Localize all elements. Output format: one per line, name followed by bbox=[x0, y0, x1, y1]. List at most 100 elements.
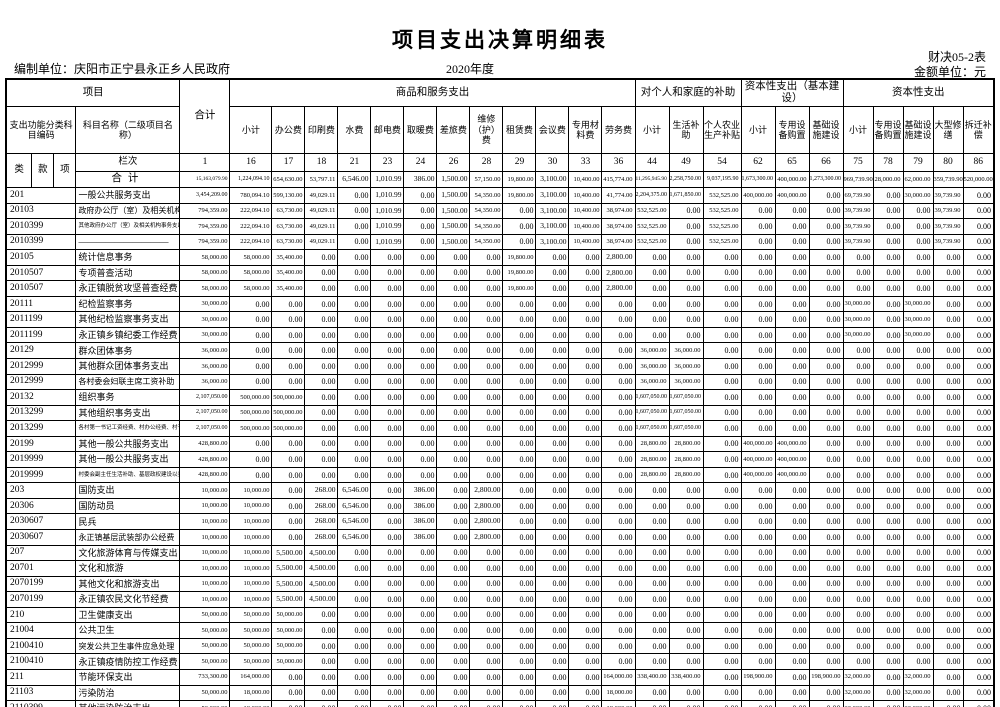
function-code-cell: 2100410 bbox=[5, 653, 77, 670]
function-code-cell: 2030607 bbox=[5, 529, 77, 546]
value-cell: 0.00 bbox=[436, 404, 471, 422]
value-cell: 0.00 bbox=[568, 637, 603, 655]
value-cell: 0.00 bbox=[337, 466, 372, 484]
value-cell: 0.00 bbox=[774, 280, 810, 297]
value-cell: 4,500.00 bbox=[304, 544, 339, 562]
value-cell: 1,500.00 bbox=[436, 233, 471, 251]
value-cell: 1,607,050.00 bbox=[668, 389, 704, 406]
value-cell: 0.00 bbox=[932, 264, 964, 282]
value-cell: 0.00 bbox=[568, 311, 603, 328]
value-cell: 0.00 bbox=[774, 233, 810, 251]
value-cell: 38,974.00 bbox=[601, 233, 636, 251]
value-cell: 0.00 bbox=[774, 700, 810, 707]
value-cell: 0.00 bbox=[403, 342, 438, 360]
value-cell: 0.00 bbox=[740, 358, 776, 375]
column-header: 大型修缮 bbox=[932, 106, 964, 154]
value-cell: 30,000.00 bbox=[842, 295, 874, 313]
value-cell: 50,000.00 bbox=[271, 653, 306, 670]
value-cell: 38,974.00 bbox=[601, 218, 636, 235]
value-cell: 0.00 bbox=[702, 560, 742, 577]
value-cell: 0.00 bbox=[436, 342, 471, 360]
column-number: 79 bbox=[902, 153, 934, 172]
column-header: 小计 bbox=[842, 106, 874, 154]
value-cell: 0.00 bbox=[370, 420, 405, 437]
function-code-cell: 2019999 bbox=[5, 466, 77, 484]
value-cell: 0.00 bbox=[808, 420, 844, 437]
value-cell: 532,525.00 bbox=[702, 202, 742, 220]
column-number: 44 bbox=[634, 153, 670, 172]
grand-total-value-cell: 6,546.00 bbox=[337, 171, 372, 188]
value-cell: 2,800.00 bbox=[469, 529, 504, 546]
value-cell: 0.00 bbox=[469, 560, 504, 577]
value-cell: 0.00 bbox=[535, 389, 570, 406]
column-number: 54 bbox=[702, 153, 742, 172]
value-cell: 0.00 bbox=[902, 466, 934, 484]
group-header-capital-basic: 资本性支出（基本建设） bbox=[740, 78, 844, 107]
value-cell: 0.00 bbox=[337, 187, 372, 204]
value-cell: 0.00 bbox=[271, 451, 306, 468]
value-cell: 35,400.00 bbox=[271, 249, 306, 266]
value-cell: 338,400.00 bbox=[668, 668, 704, 686]
header-row-numbers: 类款项栏次 1 16 17 18 21 23 24 26 28 29 30 33 36 44 49 54 62 65… bbox=[5, 153, 995, 188]
value-cell: 2,800.00 bbox=[601, 249, 636, 266]
value-cell: 0.00 bbox=[872, 187, 904, 204]
grand-total-value-cell: 386.00 bbox=[403, 171, 438, 188]
value-cell: 0.00 bbox=[740, 202, 776, 220]
value-cell: 3,100.00 bbox=[535, 218, 570, 235]
value-cell: 0.00 bbox=[902, 637, 934, 655]
column-header: 劳务费 bbox=[601, 106, 636, 154]
value-cell: 0.00 bbox=[403, 420, 438, 437]
value-cell: 0.00 bbox=[932, 591, 964, 608]
value-cell: 10,000.00 bbox=[229, 575, 273, 593]
table-row: 2070199 永正镇农民文化节经费 10,000.00 10,000.00 5,500… bbox=[5, 591, 995, 608]
value-cell: 0.00 bbox=[808, 264, 844, 282]
value-cell: 0.00 bbox=[842, 373, 874, 391]
value-cell: 10,400.00 bbox=[568, 218, 603, 235]
value-cell: 0.00 bbox=[740, 311, 776, 328]
function-code-cell: 203 bbox=[5, 482, 77, 499]
value-cell: 0.00 bbox=[702, 451, 742, 468]
value-cell: 54,350.00 bbox=[469, 233, 504, 251]
subject-name-header: 科目名称（二级项目名称） bbox=[75, 106, 181, 154]
value-cell: 1,500.00 bbox=[436, 202, 471, 220]
value-cell: 18,000.00 bbox=[229, 700, 273, 707]
value-cell: 0.00 bbox=[403, 187, 438, 204]
value-cell: 10,000.00 bbox=[229, 513, 273, 531]
value-cell: 386.00 bbox=[403, 482, 438, 499]
column-header: 专用设备购置 bbox=[872, 106, 904, 154]
value-cell: 500,000.00 bbox=[229, 389, 273, 406]
grand-total-value-cell: 9,037,195.90 bbox=[702, 171, 742, 188]
value-cell: 0.00 bbox=[872, 404, 904, 422]
subject-name-cell: 其他群众团体事务支出 bbox=[75, 358, 181, 375]
table-row: 2010399 —————————— 794,359.00 222,094.10 63,… bbox=[5, 233, 995, 251]
grand-total-value-cell: 57,150.00 bbox=[469, 171, 504, 188]
value-cell: 0.00 bbox=[962, 373, 995, 391]
value-cell: 0.00 bbox=[502, 591, 537, 608]
table-row: 2110399其他污染防治支出50,000.0018,000.000.000.0… bbox=[5, 700, 995, 707]
value-cell: 0.00 bbox=[229, 342, 273, 360]
value-cell: 0.00 bbox=[634, 513, 670, 531]
subject-name-cell: 其他污染防治支出 bbox=[75, 700, 181, 707]
value-cell: 0.00 bbox=[403, 233, 438, 251]
value-cell: 54,350.00 bbox=[469, 187, 504, 204]
value-cell: 0.00 bbox=[502, 575, 537, 593]
value-cell: 0.00 bbox=[370, 482, 405, 499]
value-cell: 0.00 bbox=[601, 560, 636, 577]
value-cell: 0.00 bbox=[370, 373, 405, 391]
value-cell: 0.00 bbox=[962, 700, 995, 707]
value-cell: 0.00 bbox=[403, 218, 438, 235]
value-cell: 0.00 bbox=[932, 700, 964, 707]
value-cell: 69,739.90 bbox=[842, 187, 874, 204]
value-cell: 0.00 bbox=[337, 358, 372, 375]
table-row: 20129 群众团体事务 36,000.00 0.00 0.00 0.00 0.00 0.00… bbox=[5, 342, 995, 360]
value-cell: 0.00 bbox=[932, 466, 964, 484]
value-cell: 0.00 bbox=[304, 326, 339, 344]
value-cell: 5,500.00 bbox=[271, 575, 306, 593]
value-cell: 0.00 bbox=[932, 529, 964, 546]
value-cell: 0.00 bbox=[702, 482, 742, 499]
value-cell: 0.00 bbox=[601, 653, 636, 670]
column-number: 23 bbox=[370, 153, 405, 172]
value-cell: 10,400.00 bbox=[568, 187, 603, 204]
value-cell: 532,525.00 bbox=[702, 218, 742, 235]
value-cell: 54,350.00 bbox=[469, 218, 504, 235]
